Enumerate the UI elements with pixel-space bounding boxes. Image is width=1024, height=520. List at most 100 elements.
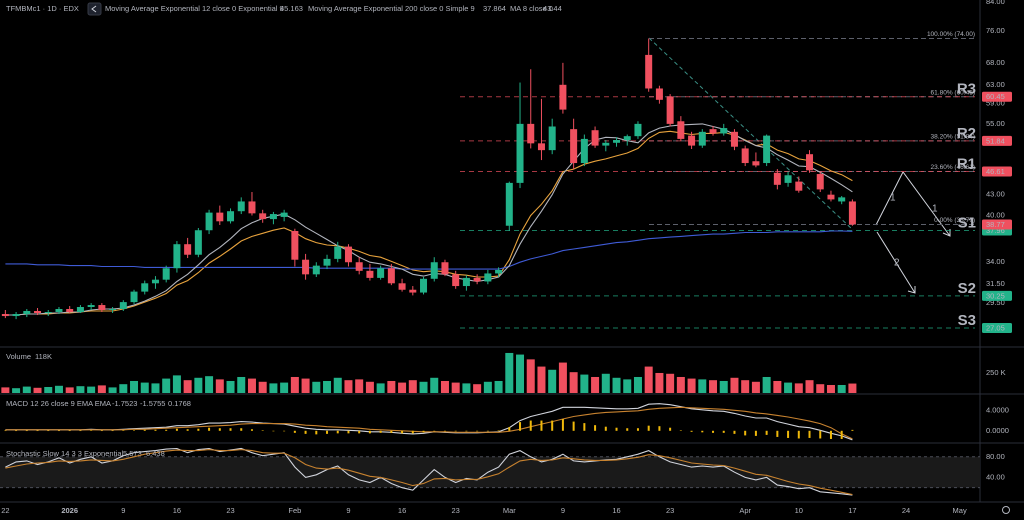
histogram-bar: [36, 430, 39, 432]
histogram-bar: [626, 428, 629, 431]
legend-name: Moving Average Exponential 12 close 0 Ex…: [105, 4, 284, 13]
legend-name: Moving Average Exponential 200 close 0 S…: [308, 4, 475, 13]
candle-body: [34, 310, 42, 314]
histogram-bar: [840, 430, 843, 439]
candle-body: [312, 265, 320, 275]
histogram-bar: [669, 427, 672, 431]
volume-bar: [290, 376, 299, 393]
candle-body: [677, 121, 685, 139]
volume-bar: [430, 377, 439, 393]
legend-name: MA 8 close 0: [510, 4, 553, 13]
volume-bar: [151, 383, 160, 393]
volume-bar: [666, 373, 675, 393]
volume-bar: [97, 385, 106, 393]
histogram-bar: [218, 428, 221, 431]
candle-body: [420, 278, 428, 293]
candle-body: [12, 314, 20, 317]
volume-bar: [162, 378, 171, 393]
candle-body: [291, 231, 299, 260]
histogram-bar: [486, 430, 489, 432]
volume-bar: [601, 373, 610, 393]
volume-bar: [580, 374, 589, 393]
volume-bar: [280, 382, 289, 393]
volume-bar: [687, 378, 696, 393]
candle-body: [194, 230, 202, 255]
histogram-bar: [165, 429, 168, 431]
volume-bar: [215, 379, 224, 393]
histogram-bar: [583, 423, 586, 431]
candle-body: [655, 88, 663, 100]
volume-bar: [655, 372, 664, 393]
histogram-bar: [229, 428, 232, 431]
histogram-bar: [111, 430, 114, 432]
price-tag-label: 46.61: [986, 167, 1005, 176]
histogram-bar: [443, 430, 446, 432]
histogram-bar: [283, 430, 286, 432]
y-tick-label: 63.00: [986, 80, 1005, 89]
histogram-bar: [658, 426, 661, 431]
volume-bar: [419, 381, 428, 393]
volume-bar: [65, 387, 74, 393]
histogram-bar: [615, 427, 618, 431]
level-name: R2: [957, 125, 976, 142]
histogram-bar: [604, 426, 607, 431]
histogram-bar: [4, 430, 7, 432]
volume-bar: [237, 376, 246, 393]
histogram-bar: [304, 430, 307, 434]
last-price-tag: [982, 219, 1012, 230]
histogram-bar: [154, 429, 157, 431]
annotation: 1: [890, 193, 896, 204]
x-tick-label: 17: [848, 506, 856, 515]
indicator-line: [5, 403, 853, 441]
histogram-bar: [808, 430, 811, 438]
candle-body: [141, 283, 149, 292]
histogram-bar: [250, 429, 253, 431]
settings-icon[interactable]: [1002, 506, 1010, 514]
candle-body: [248, 201, 256, 214]
volume-bar: [183, 380, 192, 393]
volume-bar: [22, 386, 31, 393]
volume-bar: [226, 380, 235, 393]
histogram-bar: [15, 430, 18, 432]
x-tick-label: 10: [795, 506, 803, 515]
projection-arrow: [876, 231, 916, 294]
volume-bar: [558, 362, 567, 393]
trend-line: [648, 37, 854, 231]
legend-value: 43.44: [543, 4, 562, 13]
x-tick-label: 23: [666, 506, 674, 515]
volume-bar: [516, 354, 525, 393]
histogram-bar: [175, 428, 178, 431]
candle-body: [259, 213, 267, 220]
candle-body: [23, 310, 31, 315]
projection-arrow: [875, 171, 951, 237]
histogram-bar: [208, 427, 211, 431]
candle-body: [344, 246, 352, 263]
candle-body: [462, 277, 470, 287]
histogram-bar: [722, 430, 725, 433]
candle-body: [688, 135, 696, 146]
histogram-bar: [79, 430, 82, 432]
candle-body: [720, 128, 728, 134]
candle-body: [784, 175, 792, 183]
candle-body: [645, 54, 653, 89]
candle-body: [827, 194, 835, 200]
volume-bar: [762, 376, 771, 393]
histogram-bar: [326, 430, 329, 434]
candle-body: [162, 268, 170, 280]
histogram-bar: [829, 430, 832, 439]
volume-bar: [301, 378, 310, 393]
candle-body: [806, 154, 814, 171]
volume-bar: [526, 359, 535, 393]
candle-body: [559, 84, 567, 110]
candle-body: [548, 126, 556, 151]
price-tag-label: 51.84: [986, 136, 1005, 145]
volume-bar: [408, 380, 417, 393]
volume-bar: [33, 387, 42, 393]
volume-bar: [355, 379, 364, 393]
collapse-button[interactable]: [87, 2, 102, 16]
y-tick-label: 55.00: [986, 119, 1005, 128]
y-tick-label: 4.0000: [986, 405, 1009, 414]
volume-bar: [269, 383, 278, 393]
histogram-bar: [454, 430, 457, 432]
